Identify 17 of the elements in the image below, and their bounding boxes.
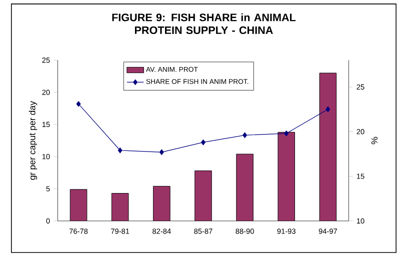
bar bbox=[278, 132, 295, 221]
point bbox=[201, 139, 206, 145]
point bbox=[118, 147, 122, 154]
y-axis-title: gr per caput per day bbox=[28, 100, 38, 180]
y2-axis-title: % bbox=[371, 136, 378, 144]
bar bbox=[194, 170, 212, 221]
bar bbox=[112, 193, 128, 221]
point bbox=[284, 130, 289, 136]
point bbox=[76, 100, 81, 107]
chart-title: FIGURE 9: FISH SHARE in ANIMAL PROTEIN SUPPLY - CHINA bbox=[112, 13, 296, 34]
bar bbox=[153, 186, 170, 221]
bar bbox=[236, 154, 254, 221]
point bbox=[159, 149, 164, 155]
bar bbox=[319, 72, 337, 221]
point bbox=[242, 132, 248, 138]
bar bbox=[70, 189, 87, 221]
point bbox=[326, 106, 330, 112]
